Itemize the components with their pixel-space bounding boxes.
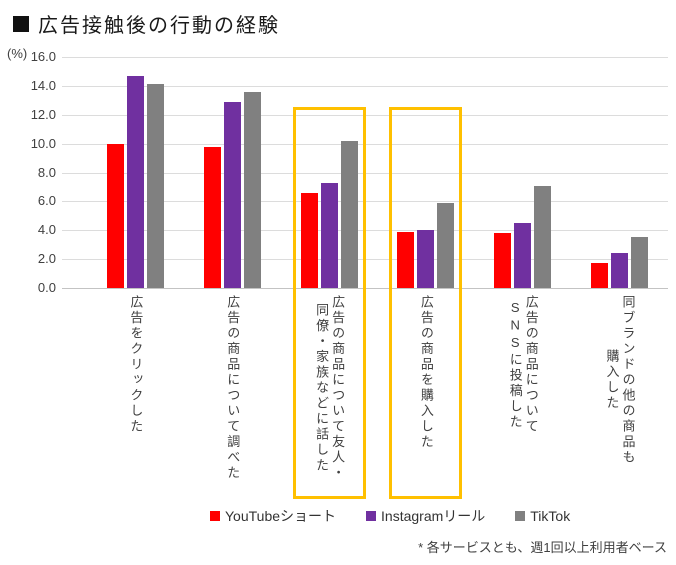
y-tick-label: 14.0: [30, 77, 56, 93]
x-axis-label: 広告の商品について SNSに投稿した: [507, 295, 539, 435]
bar-group: [571, 57, 668, 288]
y-tick-label: 0.0: [37, 280, 56, 295]
x-axis-label-slot: 広告の商品を購入した: [377, 295, 474, 450]
chart-title-row: 広告接触後の行動の経験: [13, 9, 280, 38]
legend-swatch-tiktok: [515, 511, 526, 521]
bar-group: [474, 57, 571, 288]
legend: YouTubeショート Instagramリール TikTok: [210, 506, 570, 526]
x-axis-label: 広告の商品を購入した: [418, 295, 434, 450]
x-axis-label-slot: 広告の商品について友人・ 同僚・家族などに話した: [281, 295, 378, 481]
x-axis-label-slot: 広告の商品について調べた: [184, 295, 281, 481]
bar-YouTubeショート: [591, 263, 609, 288]
bar-Instagramリール: [223, 101, 241, 288]
highlight-box: [292, 107, 366, 499]
title-bullet-icon: [13, 15, 29, 32]
x-axis-labels: 広告をクリックした 広告の商品について調べた 広告の商品について友人・ 同僚・家族な…: [87, 295, 668, 481]
bar-Instagramリール: [514, 223, 532, 288]
y-axis-unit-label: (%): [7, 46, 28, 61]
y-tick-label: 16.0: [30, 49, 56, 64]
bar-YouTubeショート: [300, 192, 318, 288]
y-tick-label: 10.0: [30, 135, 56, 151]
x-axis-label-slot: 広告の商品について SNSに投稿した: [474, 295, 571, 435]
x-axis-label: 広告をクリックした: [128, 295, 144, 435]
x-axis-label-slot: 広告をクリックした: [87, 295, 184, 435]
bar-TikTok: [534, 185, 552, 288]
y-tick-label: 8.0: [37, 164, 56, 180]
bar-Instagramリール: [611, 253, 629, 288]
legend-item-instagram-reels: Instagramリール: [366, 506, 485, 526]
bar-group: [87, 57, 184, 288]
legend-swatch-instagram-reels: [366, 511, 377, 521]
bar-YouTubeショート: [494, 233, 512, 288]
bar-TikTok: [340, 140, 358, 288]
gridline: [62, 85, 668, 87]
y-tick-label: 4.0: [37, 222, 56, 238]
bars-area: [87, 57, 668, 288]
bar-group: [184, 57, 281, 288]
legend-label-tiktok: TikTok: [530, 508, 571, 524]
chart-title: 広告接触後の行動の経験: [38, 15, 280, 37]
bar-YouTubeショート: [397, 231, 415, 288]
legend-swatch-youtube-short: [210, 511, 220, 521]
footnote: * 各サービスとも、週1回以上利用者ベース: [418, 540, 667, 555]
bar-group: [281, 57, 378, 288]
legend-label-youtube-short: YouTubeショート: [225, 508, 337, 524]
x-axis-label: 同ブランドの他の商品も 購入した: [604, 295, 636, 466]
bar-TikTok: [437, 202, 455, 288]
gridline: [62, 57, 668, 58]
x-axis-label-slot: 同ブランドの他の商品も 購入した: [571, 295, 668, 466]
bar-TikTok: [146, 84, 164, 288]
bar-Instagramリール: [417, 230, 435, 288]
x-axis-label: 広告の商品について友人・ 同僚・家族などに話した: [314, 295, 346, 481]
y-tick-label: 12.0: [30, 106, 56, 122]
bar-TikTok: [631, 237, 649, 288]
bar-Instagramリール: [126, 75, 144, 288]
highlight-box: [389, 107, 463, 499]
bar-Instagramリール: [320, 182, 338, 288]
bar-TikTok: [243, 91, 261, 288]
x-axis-label: 広告の商品について調べた: [225, 295, 241, 481]
bar-group: [377, 57, 474, 288]
y-tick-label: 6.0: [37, 193, 56, 209]
bar-YouTubeショート: [203, 146, 221, 288]
legend-label-instagram-reels: Instagramリール: [381, 508, 486, 524]
bar-YouTubeショート: [106, 143, 124, 288]
y-tick-label: 2.0: [37, 251, 56, 267]
legend-item-tiktok: TikTok: [515, 508, 570, 524]
legend-item-youtube-short: YouTubeショート: [210, 506, 336, 526]
